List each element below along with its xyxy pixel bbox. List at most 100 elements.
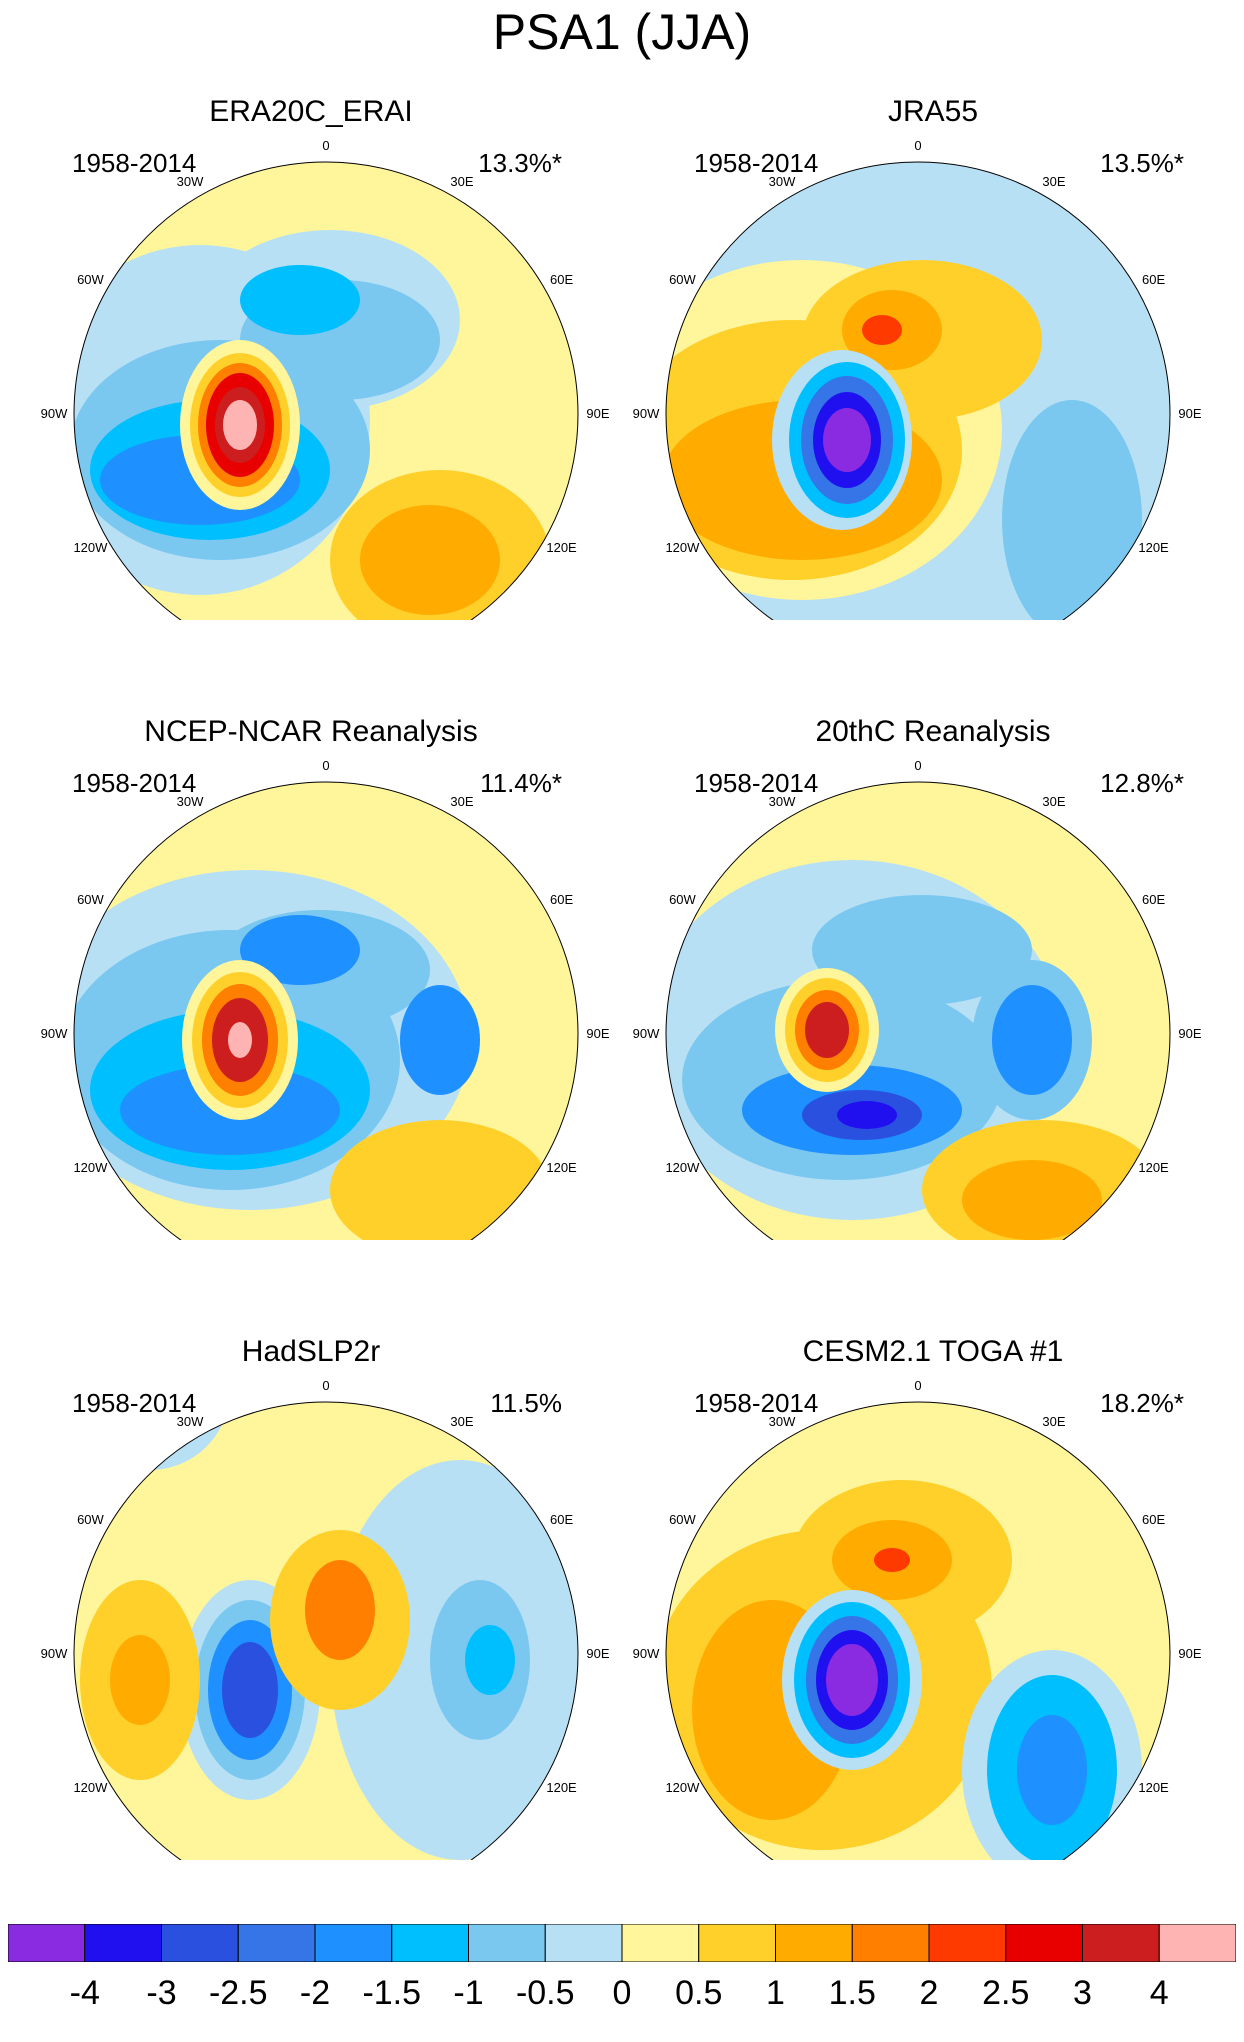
longitude-label: 60W [77,1512,104,1527]
longitude-label: 120W [73,1780,108,1795]
colorbar-swatch [1005,1924,1083,1962]
map-panel: 20thC Reanalysis 1958-2014 12.8%* 0 30E 60… [622,620,1244,1240]
longitude-label: 90W [633,406,660,421]
longitude-label: 90E [1178,406,1201,421]
colorbar-tick-label: -2 [299,1974,331,2012]
period-label: 1958-2014 [694,768,819,798]
colorbar-tick-label: -1.5 [362,1974,422,2012]
longitude-label: 60W [669,892,696,907]
colorbar-swatch [544,1924,623,1962]
longitude-label: 30E [450,1414,473,1429]
period-label: 1958-2014 [694,148,819,178]
panel-title: JRA55 [887,95,979,128]
period-label: 1958-2014 [72,768,197,798]
longitude-label: 90W [633,1646,660,1661]
longitude-label: 30E [450,174,473,189]
variance-label: 18.2%* [1100,1388,1184,1418]
longitude-label: 30E [1042,174,1065,189]
longitude-label: 0 [322,138,329,153]
longitude-label: 120W [665,1780,700,1795]
figure-title: PSA1 (JJA) [492,4,752,60]
longitude-label: 120W [73,540,108,555]
polar-map: 030E60E90E120E150E180150W120W90W60W30W [633,758,1202,1240]
longitude-label: 30W [177,794,204,809]
colorbar-tick-label: -4 [69,1974,100,2012]
longitude-label: 120E [1138,540,1169,555]
longitude-label: 120W [73,1160,108,1175]
colorbar-tick-label: -3 [146,1974,177,2012]
map-panel: ERA20C_ERAI 1958-2014 13.3%* 0 30E 60E 90E 1… [0,0,622,620]
colorbar-tick-label: 2 [919,1974,939,2012]
variance-label: 12.8%* [1100,768,1184,798]
panel-title: ERA20C_ERAI [209,95,413,128]
longitude-label: 30E [450,794,473,809]
longitude-label: 90E [586,406,609,421]
longitude-label: 120E [546,1160,577,1175]
longitude-label: 60E [1142,892,1165,907]
colorbar-swatch [314,1924,393,1962]
longitude-label: 90E [586,1646,609,1661]
longitude-label: 120E [1138,1160,1169,1175]
longitude-label: 60W [669,1512,696,1527]
map-panel: CESM2.1 TOGA #1 1958-2014 18.2%* 0 30E 60E… [622,1240,1244,1860]
period-label: 1958-2014 [72,1388,197,1418]
colorbar-swatch [1082,1924,1160,1962]
longitude-label: 60E [550,1512,573,1527]
map-panel: NCEP-NCAR Reanalysis 1958-2014 11.4%* 0 3… [0,620,622,1240]
colorbar-swatch [84,1924,162,1962]
polar-map: 030E60E90E120E150E180150W120W90W60W30W [633,138,1202,620]
colorbar-tick-label: 0 [612,1974,632,2012]
colorbar-swatch [468,1924,546,1962]
colorbar-swatch [237,1924,316,1962]
polar-map: 030E60E90E120E150E180150W120W90W60W30W [633,1378,1202,1860]
map-panel: HadSLP2r 1958-2014 11.5% 0 30E 60E 90E 120E 1… [0,1240,622,1860]
longitude-label: 60E [1142,1512,1165,1527]
colorbar-tick-label: 3 [1073,1974,1092,2012]
longitude-label: 30W [769,794,796,809]
longitude-label: 120W [665,540,700,555]
polar-map: 030E60E90E120E150E180150W120W90W60W30W [41,1378,610,1860]
panel-title: 20thC Reanalysis [815,715,1051,748]
longitude-label: 90W [41,1646,68,1661]
longitude-label: 90W [41,1026,68,1041]
colorbar-swatch [1158,1924,1236,1962]
longitude-label: 60E [550,892,573,907]
panel-title: HadSLP2r [241,1335,381,1368]
colorbar-swatch [851,1924,930,1962]
longitude-label: 120W [665,1160,700,1175]
longitude-label: 60E [1142,272,1165,287]
longitude-label: 30W [769,174,796,189]
longitude-label: 30W [177,174,204,189]
colorbar-swatch [775,1924,853,1962]
longitude-label: 0 [914,758,921,773]
longitude-label: 90E [1178,1026,1201,1041]
colorbar-tick-label: 4 [1149,1974,1169,2012]
longitude-label: 0 [914,138,921,153]
colorbar-swatch [161,1924,239,1962]
longitude-label: 120E [546,1780,577,1795]
longitude-label: 90E [586,1026,609,1041]
variance-label: 11.5% [490,1388,562,1418]
longitude-label: 30W [177,1414,204,1429]
colorbar-tick-label: -0.5 [515,1974,575,2012]
colorbar-swatch [8,1924,86,1962]
period-label: 1958-2014 [694,1388,819,1418]
variance-label: 13.3%* [478,148,562,178]
longitude-label: 60W [77,892,104,907]
colorbar-tick-label: 0.5 [675,1974,723,2012]
panel-title: NCEP-NCAR Reanalysis [144,715,478,748]
variance-label: 11.4%* [480,768,562,798]
longitude-label: 90W [41,406,68,421]
polar-map: 030E60E90E120E150E180150W120W90W60W30W [41,758,610,1240]
panel-title: CESM2.1 TOGA #1 [802,1335,1064,1368]
longitude-label: 30E [1042,794,1065,809]
longitude-label: 120E [546,540,577,555]
longitude-label: 0 [322,1378,329,1393]
colorbar-swatch [928,1924,1007,1962]
longitude-label: 90E [1178,1646,1201,1661]
polar-map: 030E60E90E120E150E180150W120W90W60W30W [41,138,610,620]
longitude-label: 90W [633,1026,660,1041]
colorbar-swatch [698,1924,776,1962]
longitude-label: 60E [550,272,573,287]
longitude-label: 0 [322,758,329,773]
